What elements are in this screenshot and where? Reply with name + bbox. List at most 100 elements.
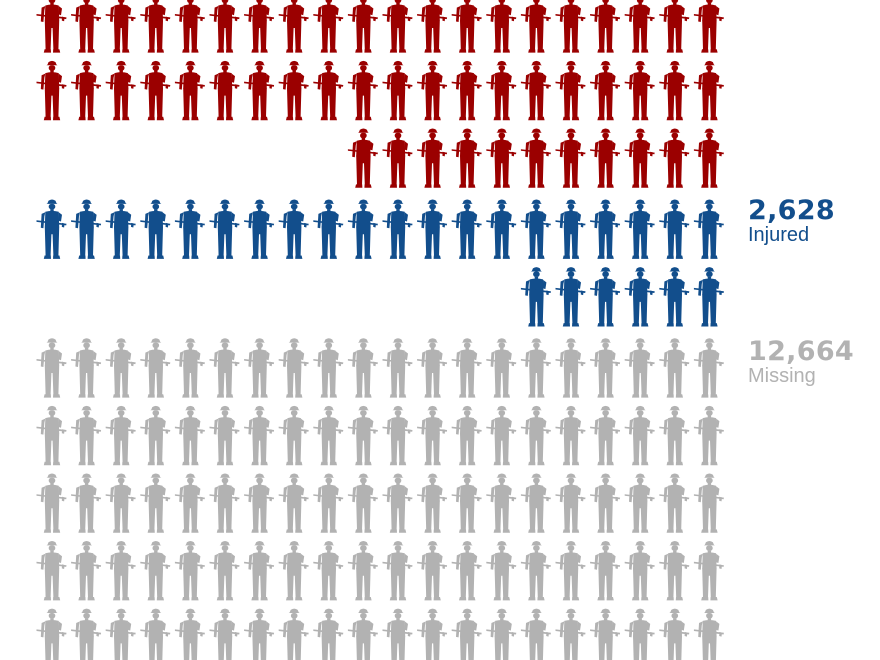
killed-soldier-icon (486, 0, 517, 53)
missing-soldier-icon (209, 541, 240, 601)
missing-soldier-icon (659, 608, 690, 660)
killed-soldier-icon (417, 60, 448, 121)
killed-soldier-icon (36, 60, 67, 121)
missing-soldier-icon (36, 608, 67, 660)
missing-soldier-icon (209, 608, 240, 660)
missing-soldier-icon (417, 541, 448, 601)
missing-soldier-icon (417, 608, 448, 660)
missing-soldier-icon (555, 405, 586, 466)
missing-soldier-icon (140, 608, 171, 660)
missing-soldier-icon (140, 338, 171, 398)
missing-soldier-icon (174, 473, 205, 533)
missing-soldier-icon (590, 473, 621, 533)
missing-soldier-icon (209, 405, 240, 466)
missing-soldier-icon (278, 541, 309, 601)
missing-soldier-icon (451, 338, 482, 398)
missing-soldier-icon (659, 541, 690, 601)
injured-soldier-icon (520, 267, 551, 327)
missing-soldier-icon (382, 541, 413, 601)
missing-name: Missing (748, 365, 816, 387)
injured-soldier-icon (36, 199, 67, 259)
missing-soldier-icon (313, 608, 344, 660)
injured-soldier-icon (105, 199, 136, 259)
missing-soldier-icon (590, 541, 621, 601)
killed-soldier-icon (278, 0, 309, 53)
injured-soldier-icon (590, 267, 621, 327)
missing-label: 12,664 Missing (748, 338, 854, 386)
missing-soldier-icon (244, 405, 275, 466)
missing-soldier-icon (278, 338, 309, 398)
killed-soldier-icon (451, 60, 482, 121)
missing-soldier-icon (382, 473, 413, 533)
missing-soldier-icon (105, 338, 136, 398)
killed-soldier-icon (693, 60, 724, 121)
killed-soldier-icon (451, 0, 482, 53)
killed-soldier-icon (382, 60, 413, 121)
missing-soldier-icon (278, 473, 309, 533)
killed-soldier-icon (244, 0, 275, 53)
killed-soldier-icon (140, 60, 171, 121)
injured-soldier-icon (486, 199, 517, 259)
missing-soldier-icon (71, 541, 102, 601)
missing-soldier-icon (71, 405, 102, 466)
injured-soldier-icon (417, 199, 448, 259)
killed-soldier-icon (71, 60, 102, 121)
missing-soldier-icon (693, 338, 724, 398)
missing-soldier-icon (244, 541, 275, 601)
injured-name: Injured (748, 224, 810, 246)
missing-soldier-icon (659, 473, 690, 533)
killed-soldier-icon (624, 0, 655, 53)
missing-soldier-icon (347, 473, 378, 533)
killed-soldier-icon (209, 60, 240, 121)
missing-soldier-icon (105, 608, 136, 660)
missing-soldier-icon (36, 338, 67, 398)
missing-soldier-icon (244, 608, 275, 660)
missing-soldier-icon (451, 473, 482, 533)
missing-soldier-icon (105, 541, 136, 601)
missing-soldier-icon (36, 405, 67, 466)
injured-label: 2,628 Injured (748, 197, 835, 245)
injured-soldier-icon (174, 199, 205, 259)
killed-soldier-icon (382, 128, 413, 188)
killed-soldier-icon (693, 0, 724, 53)
killed-soldier-icon (140, 0, 171, 53)
missing-soldier-icon (347, 541, 378, 601)
killed-soldier-icon (520, 128, 551, 188)
killed-soldier-icon (36, 0, 67, 53)
missing-soldier-icon (590, 405, 621, 466)
injured-soldier-icon (693, 267, 724, 327)
missing-soldier-icon (174, 405, 205, 466)
missing-soldier-icon (486, 608, 517, 660)
killed-soldier-icon (244, 60, 275, 121)
killed-soldier-icon (347, 0, 378, 53)
missing-soldier-icon (520, 541, 551, 601)
killed-soldier-icon (105, 0, 136, 53)
missing-soldier-icon (209, 338, 240, 398)
injured-soldier-icon (555, 199, 586, 259)
injured-soldier-icon (520, 199, 551, 259)
missing-soldier-icon (417, 338, 448, 398)
injured-soldier-icon (209, 199, 240, 259)
missing-soldier-icon (71, 608, 102, 660)
injured-soldier-icon (659, 199, 690, 259)
killed-soldier-icon (209, 0, 240, 53)
missing-soldier-icon (105, 473, 136, 533)
missing-soldier-icon (520, 405, 551, 466)
killed-soldier-icon (520, 60, 551, 121)
missing-soldier-icon (71, 473, 102, 533)
missing-value: 12,664 (748, 336, 854, 367)
missing-soldier-icon (140, 405, 171, 466)
missing-soldier-icon (659, 405, 690, 466)
killed-soldier-icon (313, 60, 344, 121)
missing-soldier-icon (555, 608, 586, 660)
injured-soldier-icon (451, 199, 482, 259)
killed-soldier-icon (659, 128, 690, 188)
missing-soldier-icon (105, 405, 136, 466)
missing-soldier-icon (693, 405, 724, 466)
missing-soldier-icon (451, 608, 482, 660)
missing-soldier-icon (624, 608, 655, 660)
injured-soldier-icon (140, 199, 171, 259)
killed-soldier-icon (659, 0, 690, 53)
missing-soldier-icon (555, 473, 586, 533)
